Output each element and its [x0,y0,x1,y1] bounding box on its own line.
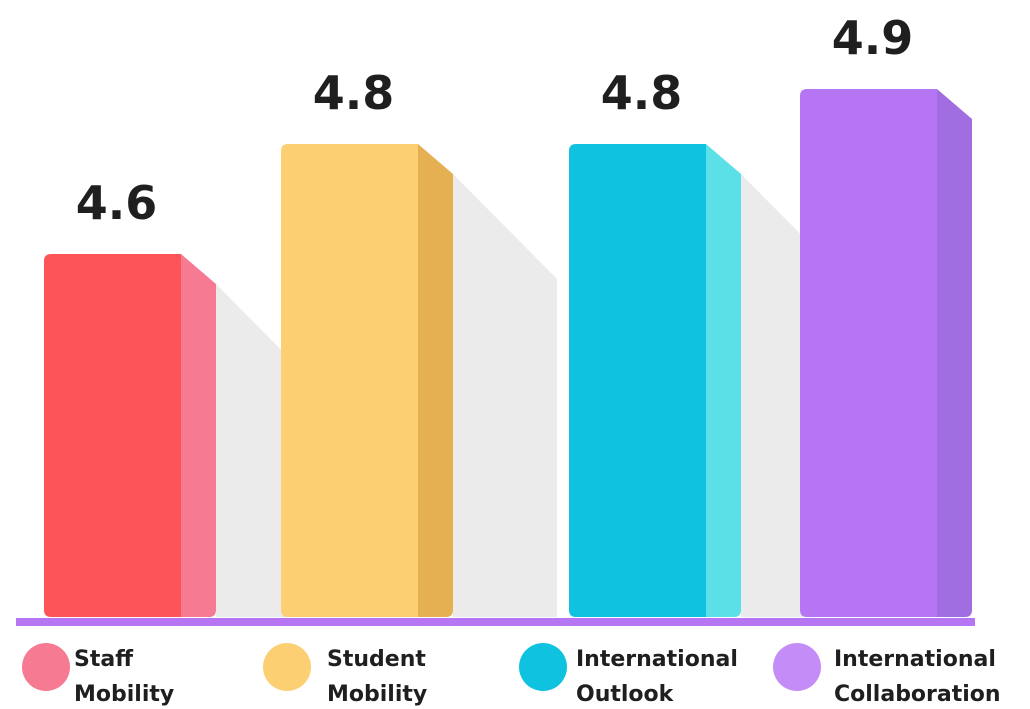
legend-label-line2: Mobility [327,682,427,707]
bar-side [416,144,453,617]
legend-item: Student Mobility [263,643,427,707]
legend-dot [519,643,567,691]
bar [44,254,216,617]
legend-dot [263,643,311,691]
bar-front [569,144,706,617]
bar-shadow [453,174,557,617]
legend-label-line1: International [576,647,738,672]
legend-item: Staff Mobility [22,643,174,707]
bar-side [935,89,972,617]
bar-side [179,254,216,617]
value-label: 4.9 [832,11,914,65]
bar-front [800,89,937,617]
legend-label-line2: Outlook [576,682,675,707]
bars [44,89,972,617]
legend: Staff Mobility Student Mobility Internationa… [22,643,1001,707]
value-label: 4.6 [76,176,158,230]
legend-label-line1: International [834,647,996,672]
value-labels: 4.6 4.8 4.8 4.9 [76,11,914,230]
legend-label-line1: Student [327,647,426,672]
legend-dot [773,643,821,691]
legend-label-line1: Staff [74,647,134,672]
legend-item: International Collaboration [773,643,1001,707]
bar [800,89,972,617]
bar-front [44,254,181,617]
value-label: 4.8 [601,66,683,120]
legend-item: International Outlook [519,643,738,707]
bar-side [704,144,741,617]
legend-dot [22,643,70,691]
value-label: 4.8 [313,66,395,120]
bar [569,144,741,617]
legend-label-line2: Collaboration [834,682,1001,707]
bar-front [281,144,418,617]
legend-label-line2: Mobility [74,682,174,707]
bar [281,144,453,617]
